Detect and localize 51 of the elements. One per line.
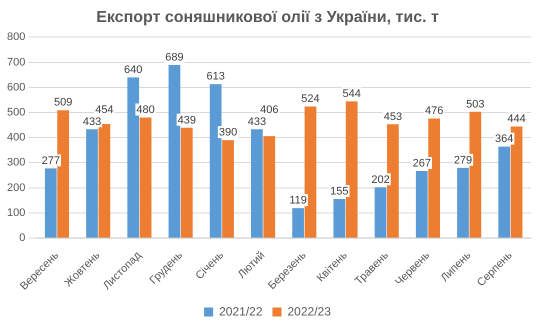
data-label: 640 — [124, 64, 142, 76]
y-tick-label: 400 — [6, 132, 26, 144]
data-label: 509 — [54, 96, 72, 109]
data-label: 433 — [248, 116, 266, 128]
data-label: 689 — [165, 52, 184, 64]
data-label: 155 — [330, 186, 349, 198]
data-label: 390 — [218, 126, 238, 139]
y-tick-label: 300 — [6, 156, 26, 169]
bar — [498, 146, 510, 238]
y-tick-label: 0 — [19, 232, 26, 244]
data-label: 544 — [342, 88, 361, 100]
data-label: 439 — [178, 114, 196, 126]
legend-label: 2021/22 — [219, 304, 263, 318]
data-label: 444 — [507, 113, 526, 126]
bar — [333, 199, 346, 238]
bar — [416, 170, 428, 238]
bar — [251, 129, 263, 238]
data-label: 453 — [384, 110, 402, 123]
bar — [457, 168, 469, 238]
data-label: 613 — [206, 70, 225, 83]
data-label: 202 — [371, 174, 390, 186]
data-label: 279 — [454, 154, 472, 166]
data-label: 433 — [82, 116, 102, 128]
data-label: 119 — [289, 194, 307, 207]
y-tick-label: 100 — [6, 206, 26, 219]
data-label: 480 — [136, 104, 155, 116]
data-label: 406 — [260, 104, 278, 116]
data-label: 277 — [42, 154, 60, 167]
data-label: 524 — [301, 92, 320, 105]
legend-label: 2022/23 — [288, 304, 332, 318]
bar — [263, 136, 276, 238]
bar — [222, 140, 234, 238]
bar — [292, 208, 304, 238]
data-label: 454 — [95, 104, 114, 116]
y-tick-label: 800 — [6, 31, 26, 44]
data-label: 267 — [412, 157, 431, 170]
y-tick-label: 700 — [6, 56, 26, 68]
y-tick-label: 200 — [6, 182, 26, 194]
data-label: 503 — [466, 98, 485, 110]
bar — [304, 106, 316, 238]
y-tick-label: 500 — [6, 106, 26, 119]
bar — [86, 129, 98, 238]
y-tick-label: 600 — [6, 81, 26, 94]
bar — [44, 168, 57, 238]
bar — [98, 124, 110, 238]
bar — [180, 128, 193, 238]
chart-title: Експорт соняшникової олії з України, тис. т — [96, 9, 439, 26]
bar — [140, 117, 152, 238]
data-label: 364 — [495, 133, 514, 146]
data-label: 476 — [424, 105, 444, 118]
bar — [374, 187, 386, 238]
